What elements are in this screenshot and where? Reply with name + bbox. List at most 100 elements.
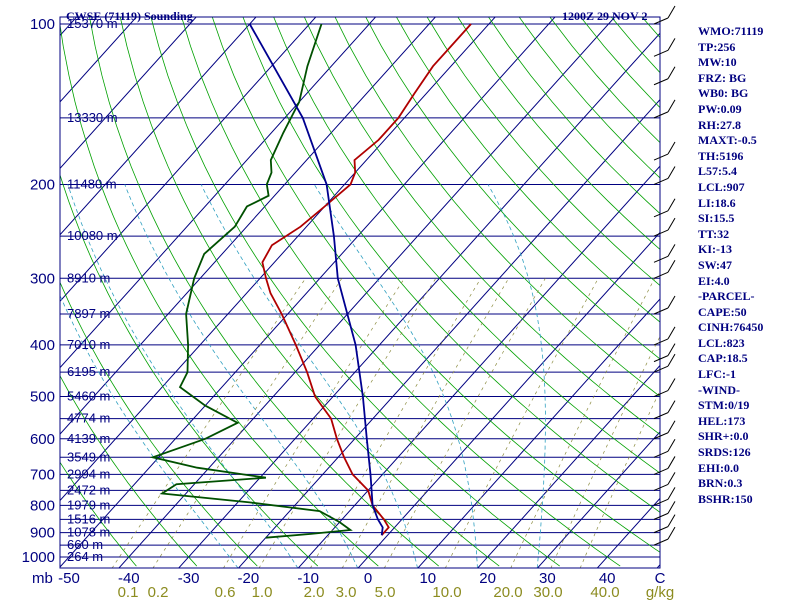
plot-background: [60, 17, 660, 568]
temperature-tick-label: -20: [238, 570, 260, 587]
index-line: STM:0/19: [698, 398, 750, 413]
mixing-ratio-unit: g/kg: [646, 584, 674, 600]
wind-barb: [653, 5, 676, 25]
temperature-tick-label: -30: [178, 570, 200, 587]
wind-barb: [653, 514, 676, 534]
index-line: BSHR:150: [698, 491, 753, 506]
moist-adiabat: [200, 184, 418, 568]
wind-barb: [653, 439, 676, 458]
wind-barb: [653, 198, 676, 218]
index-line: -WIND-: [698, 382, 740, 397]
dry-adiabat: [334, 17, 660, 398]
height-label: 1078 m: [67, 525, 110, 540]
pressure-tick-label: 400: [30, 337, 55, 354]
dry-adiabat: [303, 17, 660, 436]
moist-adiabat: [487, 184, 546, 568]
height-label: 7897 m: [67, 306, 110, 321]
moist-adiabat: [313, 184, 478, 568]
isotherm: [477, 364, 660, 568]
height-label: 11480 m: [67, 176, 117, 191]
height-label: 2994 m: [67, 466, 110, 481]
wind-barb: [653, 260, 676, 279]
dry-adiabat: [89, 17, 439, 567]
index-line: EI:4.0: [698, 273, 730, 288]
dry-adiabat: [119, 17, 500, 567]
wind-barb: [653, 166, 676, 185]
isotherm: [357, 231, 660, 568]
pressure-tick-label: 100: [30, 16, 55, 33]
isotherm: [60, 17, 556, 568]
mixing-ratio-line: [258, 278, 437, 568]
moist-adiabat: [124, 184, 359, 568]
pressure-tick-label: 500: [30, 389, 55, 406]
sounding-time: 1200Z 29 NOV 2: [562, 9, 648, 23]
height-label: 5460 m: [67, 389, 110, 404]
height-label: 8910 m: [67, 270, 110, 285]
index-line: LCL:907: [698, 179, 745, 194]
height-label: 4774 m: [67, 411, 110, 426]
dry-adiabat: [60, 374, 198, 567]
index-line: KI:-13: [698, 242, 732, 257]
index-line: WB0: BG: [698, 86, 749, 101]
isotherm: [60, 17, 257, 236]
dry-adiabat: [457, 17, 660, 250]
index-line: SRDS:126: [698, 445, 751, 460]
pressure-axis-label: mb: [32, 570, 53, 587]
isotherm: [60, 17, 437, 435]
dry-adiabat: [426, 17, 660, 287]
wind-barb: [653, 501, 676, 520]
wind-barb: [653, 295, 676, 315]
dry-adiabat: [60, 22, 379, 567]
dry-adiabat: [395, 17, 660, 323]
pressure-tick-label: 1000: [22, 549, 55, 566]
temperature-tick-label: 20: [479, 570, 496, 587]
mixing-ratio-line: [550, 335, 660, 568]
isotherm: [60, 17, 138, 103]
index-line: LFC:-1: [698, 367, 736, 382]
mixing-ratio-label: 5.0: [375, 584, 396, 600]
chart-title: CWSE (71119) Sounding: [66, 9, 193, 23]
index-line: TP:256: [698, 39, 736, 54]
mixing-ratio-line: [111, 278, 306, 568]
index-line: EHI:0.0: [698, 460, 740, 475]
height-label: 4139 m: [67, 431, 110, 446]
mixing-ratio-label: 30.0: [533, 584, 562, 600]
temperature-tick-label: 10: [419, 570, 436, 587]
wind-barb: [653, 400, 676, 420]
dry-adiabat: [211, 17, 660, 553]
dry-adiabat: [181, 17, 621, 567]
dry-adiabat: [273, 17, 660, 474]
index-line: SI:15.5: [698, 211, 735, 226]
index-line: FRZ: BG: [698, 70, 747, 85]
index-line: CAP:18.5: [698, 351, 748, 366]
temperature-tick-label: -10: [297, 570, 319, 587]
height-label: 264 m: [67, 549, 103, 564]
wind-barb: [653, 487, 676, 506]
mixing-ratio-label: 1.0: [252, 584, 273, 600]
pressure-tick-label: 600: [30, 431, 55, 448]
wind-barb: [653, 343, 676, 363]
parcel-curve: [248, 23, 384, 536]
mixing-ratio-line: [152, 278, 343, 568]
wind-barb: [653, 456, 676, 475]
height-label: 2472 m: [67, 482, 110, 497]
index-line: HEL:173: [698, 413, 746, 428]
temperature-curve: [261, 23, 472, 536]
wind-barb: [653, 217, 676, 237]
wind-barb: [653, 66, 676, 86]
height-label: 660 m: [67, 537, 103, 552]
index-line: LI:18.6: [698, 195, 736, 210]
mixing-ratio-label: 20.0: [493, 584, 522, 600]
isotherm: [417, 298, 660, 568]
index-line: RH:27.8: [698, 117, 741, 132]
mixing-ratio-label: 0.1: [118, 584, 139, 600]
temperature-tick-label: 0: [364, 570, 372, 587]
wind-barb: [653, 326, 676, 346]
height-label: 1979 m: [67, 497, 110, 512]
height-label: 1516 m: [67, 511, 110, 526]
temperature-tick-label: -50: [58, 570, 80, 587]
index-line: TT:32: [698, 226, 730, 241]
isotherm: [536, 431, 660, 568]
height-label: 10080 m: [67, 228, 118, 243]
pressure-tick-label: 300: [30, 270, 55, 287]
